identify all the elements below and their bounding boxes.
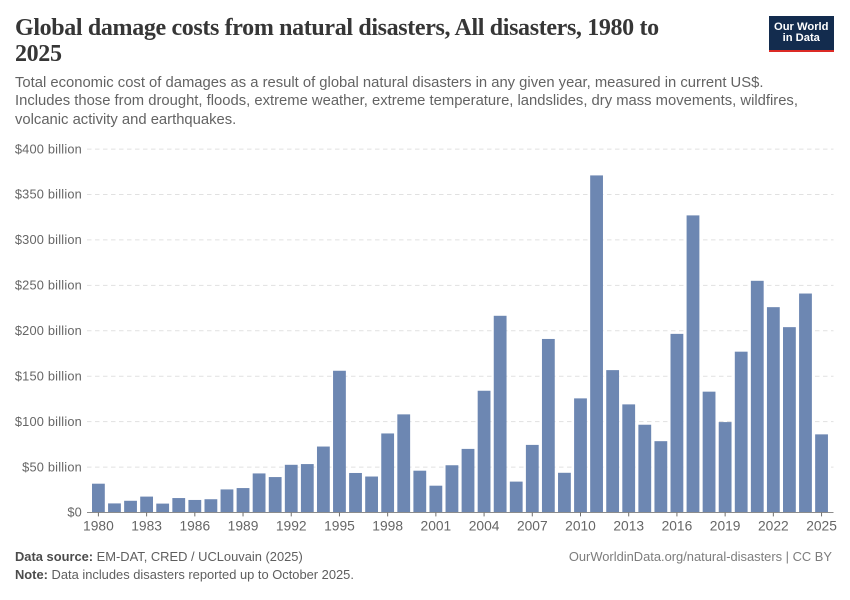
svg-text:1998: 1998 <box>372 519 403 534</box>
svg-text:$200 billion: $200 billion <box>15 323 82 338</box>
svg-text:2013: 2013 <box>613 519 644 534</box>
svg-text:1980: 1980 <box>83 519 114 534</box>
svg-text:$350 billion: $350 billion <box>15 187 82 202</box>
svg-text:1992: 1992 <box>276 519 307 534</box>
svg-text:1983: 1983 <box>131 519 162 534</box>
svg-text:1995: 1995 <box>324 519 355 534</box>
svg-text:2007: 2007 <box>517 519 548 534</box>
svg-text:$300 billion: $300 billion <box>15 232 82 247</box>
svg-text:2025: 2025 <box>806 519 837 534</box>
svg-text:$400 billion: $400 billion <box>15 141 82 156</box>
svg-text:2001: 2001 <box>421 519 452 534</box>
svg-text:2019: 2019 <box>710 519 741 534</box>
svg-text:$100 billion: $100 billion <box>15 414 82 429</box>
svg-text:2004: 2004 <box>469 519 500 534</box>
svg-text:$50 billion: $50 billion <box>22 459 82 474</box>
svg-text:1986: 1986 <box>179 519 210 534</box>
svg-text:$0: $0 <box>67 505 82 520</box>
svg-text:$250 billion: $250 billion <box>15 278 82 293</box>
svg-text:2016: 2016 <box>662 519 693 534</box>
svg-text:1989: 1989 <box>228 519 259 534</box>
svg-text:$150 billion: $150 billion <box>15 368 82 383</box>
svg-text:2010: 2010 <box>565 519 596 534</box>
svg-text:2022: 2022 <box>758 519 789 534</box>
